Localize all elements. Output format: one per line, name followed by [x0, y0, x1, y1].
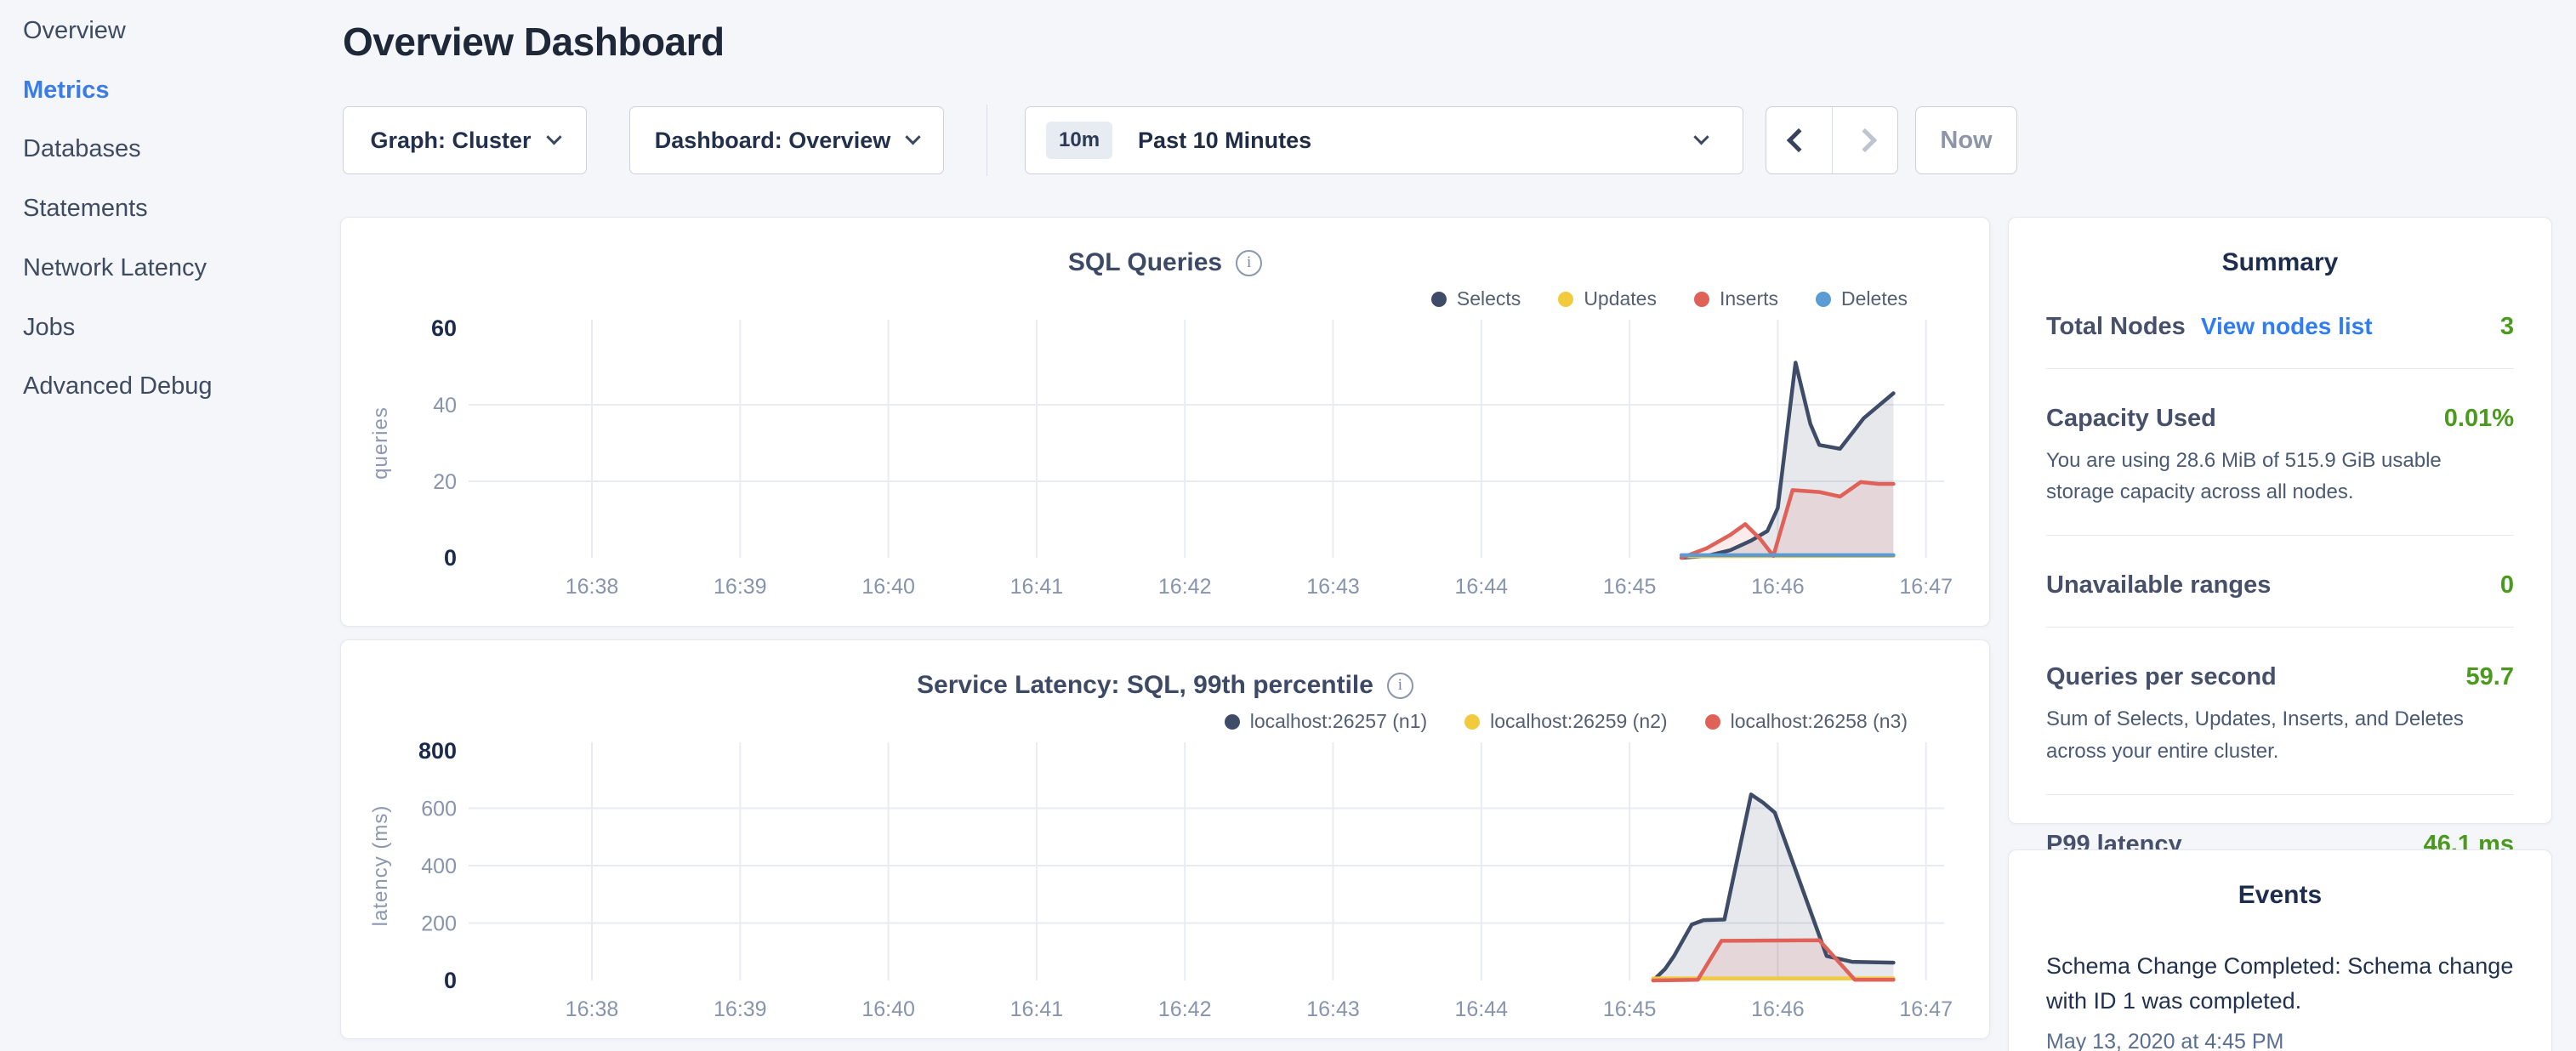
sidebar-item-metrics[interactable]: Metrics: [23, 73, 110, 107]
summary-row-label: Total Nodes: [2046, 313, 2186, 341]
time-range-badge: 10m: [1046, 122, 1112, 159]
summary-rows: Total Nodes View nodes list 3 Capacity Used…: [2046, 313, 2514, 859]
svg-text:400: 400: [421, 855, 457, 878]
svg-text:16:47: 16:47: [1899, 997, 1953, 1021]
summary-row-value: 0.01%: [2444, 405, 2514, 433]
summary-row: Unavailable ranges 0: [2046, 571, 2514, 599]
event-timestamp: May 13, 2020 at 4:45 PM: [2046, 1030, 2514, 1051]
view-nodes-list-link[interactable]: View nodes list: [2201, 313, 2373, 340]
svg-text:200: 200: [421, 912, 457, 936]
app-root: Overview Metrics Databases Statements Networ…: [0, 0, 2576, 1051]
dashboard-dropdown-label: Dashboard: Overview: [655, 128, 891, 154]
graph-dropdown-label: Graph: Cluster: [370, 128, 531, 154]
svg-text:16:42: 16:42: [1158, 575, 1212, 599]
summary-row-description: You are using 28.6 MiB of 515.9 GiB usab…: [2046, 445, 2514, 508]
divider: [2046, 535, 2514, 536]
service-latency-chart-card: Service Latency: SQL, 99th percentile i …: [340, 639, 1990, 1039]
event-text[interactable]: Schema Change Completed: Schema change w…: [2046, 949, 2514, 1018]
events-title: Events: [2046, 881, 2514, 910]
graph-dropdown[interactable]: Graph: Cluster: [343, 106, 587, 174]
sidebar-item-statements[interactable]: Statements: [23, 191, 148, 225]
page-title: Overview Dashboard: [343, 19, 725, 65]
svg-text:0: 0: [444, 545, 457, 571]
sidebar-item-network-latency[interactable]: Network Latency: [23, 251, 207, 285]
svg-text:16:40: 16:40: [862, 575, 915, 599]
svg-text:16:46: 16:46: [1751, 997, 1805, 1021]
svg-text:16:39: 16:39: [714, 575, 767, 599]
svg-text:16:40: 16:40: [862, 997, 915, 1021]
sidebar-item-jobs[interactable]: Jobs: [23, 310, 75, 344]
svg-text:16:39: 16:39: [714, 997, 767, 1021]
chevron-right-icon: [1853, 128, 1877, 152]
svg-text:queries: queries: [369, 406, 392, 480]
svg-text:40: 40: [433, 394, 457, 418]
divider: [2046, 794, 2514, 795]
divider: [2046, 627, 2514, 628]
summary-row-description: Sum of Selects, Updates, Inserts, and De…: [2046, 703, 2514, 766]
time-prev-button[interactable]: [1766, 107, 1832, 173]
svg-text:16:43: 16:43: [1306, 997, 1360, 1021]
summary-row-label: Queries per second: [2046, 663, 2277, 691]
sql-queries-chart-card: SQL Queries i SelectsUpdatesInsertsDelet…: [340, 217, 1990, 627]
summary-row-value: 0: [2500, 571, 2514, 599]
svg-text:16:47: 16:47: [1899, 575, 1953, 599]
svg-text:16:46: 16:46: [1751, 575, 1805, 599]
time-range-label: Past 10 Minutes: [1138, 128, 1311, 154]
summary-row-value: 3: [2500, 313, 2514, 341]
svg-text:16:41: 16:41: [1010, 997, 1064, 1021]
sidebar-item-databases[interactable]: Databases: [23, 132, 141, 166]
svg-text:800: 800: [418, 738, 457, 764]
summary-title: Summary: [2046, 248, 2514, 277]
dashboard-dropdown[interactable]: Dashboard: Overview: [629, 106, 944, 174]
svg-text:20: 20: [433, 470, 457, 494]
events-panel: Events Schema Change Completed: Schema c…: [2008, 849, 2552, 1051]
svg-text:600: 600: [421, 798, 457, 821]
svg-text:16:41: 16:41: [1010, 575, 1064, 599]
svg-text:16:38: 16:38: [566, 575, 619, 599]
svg-text:16:38: 16:38: [566, 997, 619, 1021]
summary-row: Total Nodes View nodes list 3: [2046, 313, 2514, 341]
time-range-selector[interactable]: 10m Past 10 Minutes: [1025, 106, 1743, 174]
sidebar-item-overview[interactable]: Overview: [23, 14, 126, 48]
svg-text:16:44: 16:44: [1455, 997, 1509, 1021]
line-chart[interactable]: 16:38 16:39 16:40 16:41 16:42 16:43 16:44 16:45…: [341, 640, 1991, 1044]
svg-text:16:45: 16:45: [1603, 997, 1657, 1021]
svg-text:latency (ms): latency (ms): [369, 805, 392, 927]
line-chart[interactable]: 16:38 16:39 16:40 16:41 16:42 16:43 16:44 16:45…: [341, 218, 1991, 622]
summary-row: Queries per second 59.7: [2046, 663, 2514, 691]
svg-text:0: 0: [444, 968, 457, 993]
svg-text:60: 60: [431, 315, 457, 341]
now-button[interactable]: Now: [1915, 106, 2017, 174]
summary-panel: Summary Total Nodes View nodes list 3 Capac…: [2008, 217, 2552, 824]
summary-row-label: Unavailable ranges: [2046, 571, 2271, 599]
svg-text:16:44: 16:44: [1455, 575, 1509, 599]
svg-text:16:43: 16:43: [1306, 575, 1360, 599]
sidebar-nav: Overview Metrics Databases Statements Networ…: [0, 0, 340, 1051]
chevron-left-icon: [1787, 128, 1811, 152]
divider: [2046, 368, 2514, 369]
svg-text:16:45: 16:45: [1603, 575, 1657, 599]
sidebar-item-advanced-debug[interactable]: Advanced Debug: [23, 369, 213, 403]
chevron-down-icon: [906, 129, 921, 145]
summary-row-label: Capacity Used: [2046, 405, 2216, 433]
time-next-button[interactable]: [1832, 107, 1898, 173]
time-pager: [1766, 106, 1898, 174]
chevron-down-icon: [1693, 129, 1709, 145]
svg-text:16:42: 16:42: [1158, 997, 1212, 1021]
summary-row: Capacity Used 0.01%: [2046, 405, 2514, 433]
summary-row-value: 59.7: [2466, 663, 2514, 691]
events-list: Schema Change Completed: Schema change w…: [2046, 949, 2514, 1051]
chevron-down-icon: [546, 129, 561, 145]
